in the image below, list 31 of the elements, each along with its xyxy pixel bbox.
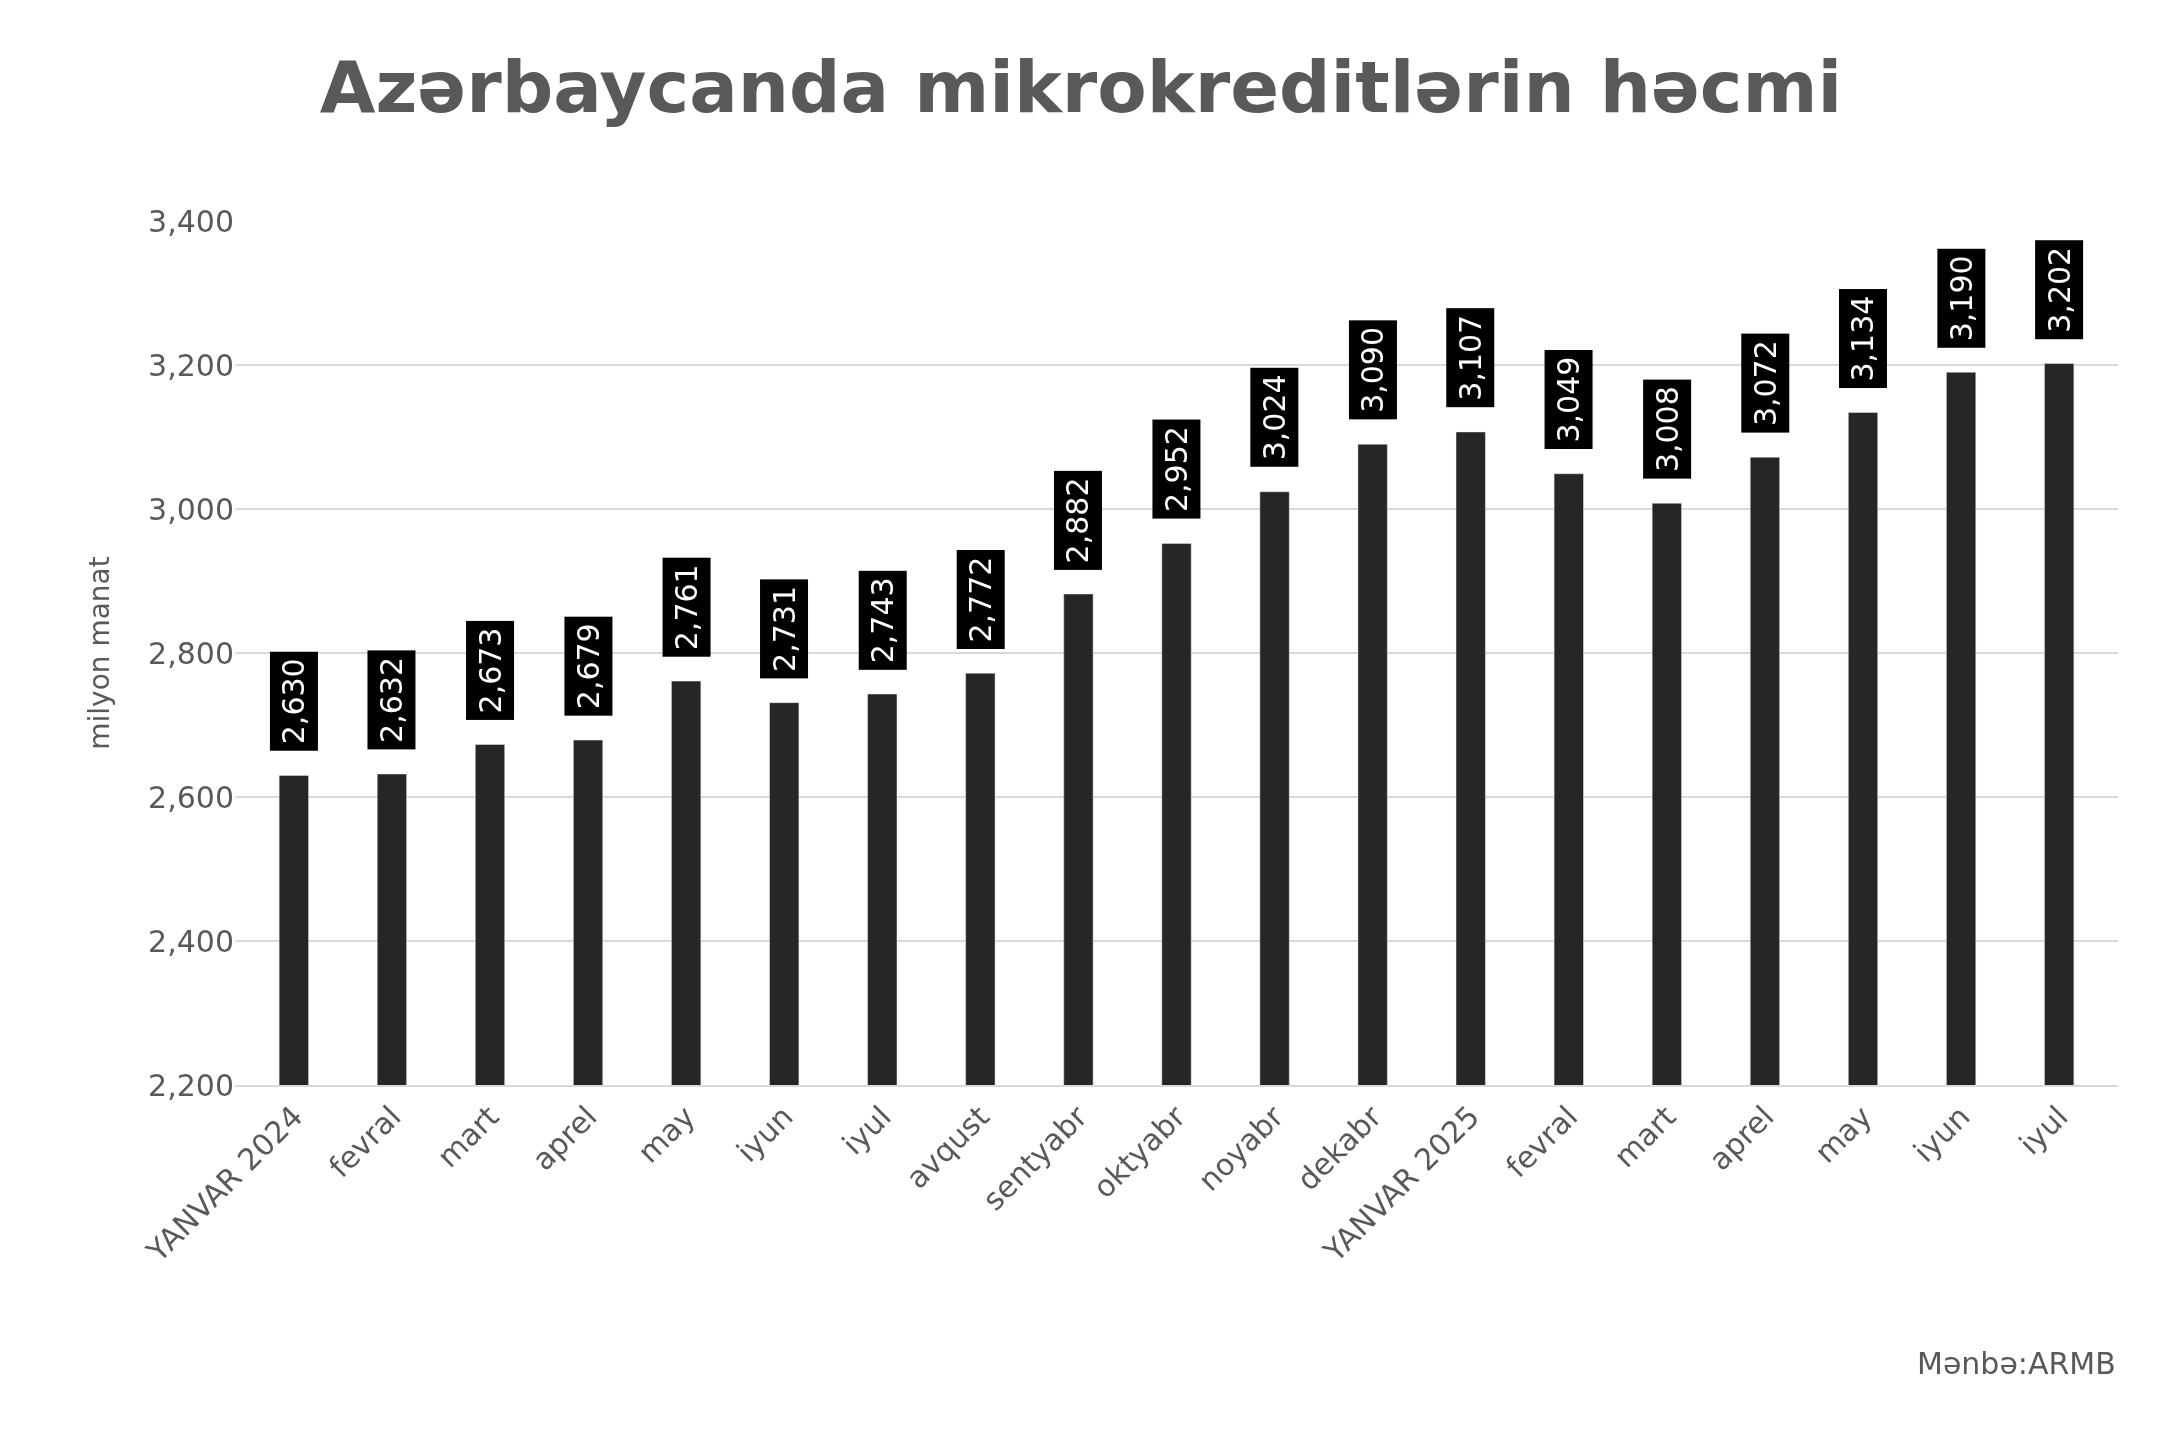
data-label: 2,882 (1060, 477, 1096, 564)
data-label: 2,761 (669, 564, 705, 651)
data-label: 3,049 (1551, 356, 1587, 443)
y-tick-label: 3,000 (148, 491, 234, 527)
y-tick-label: 2,400 (148, 923, 234, 959)
y-tick-label: 2,600 (148, 779, 234, 815)
data-label: 2,679 (570, 623, 606, 710)
data-label: 3,024 (1256, 374, 1292, 461)
data-label: 2,743 (865, 577, 901, 664)
data-label: 2,772 (963, 556, 999, 643)
data-label: 3,202 (2041, 246, 2077, 333)
data-label: 3,134 (1845, 295, 1881, 382)
data-label: 3,008 (1649, 386, 1685, 473)
data-label: 2,673 (472, 627, 508, 714)
data-label: 3,090 (1355, 326, 1391, 413)
x-tick-label: iyul (2012, 1098, 2075, 1162)
y-tick-label: 3,200 (148, 347, 234, 383)
data-label: 2,632 (373, 656, 409, 743)
y-axis-title: milyon manat (82, 556, 116, 750)
y-tick-label: 3,400 (148, 203, 234, 239)
text: Mənbə:ARMB (1917, 1346, 2116, 1381)
chart-title: Azərbaycanda mikrokreditlərin həcmi (319, 44, 1843, 129)
data-label: 3,072 (1747, 340, 1783, 427)
y-tick-label: 2,200 (148, 1067, 234, 1103)
data-label: 2,952 (1158, 426, 1194, 513)
data-label: 3,107 (1452, 314, 1488, 401)
data-label: 2,630 (276, 658, 312, 745)
y-tick-label: 2,800 (148, 635, 234, 671)
data-label: 2,731 (766, 586, 802, 672)
data-label: 3,190 (1943, 255, 1979, 342)
x-tick-label: iyul (835, 1098, 898, 1162)
